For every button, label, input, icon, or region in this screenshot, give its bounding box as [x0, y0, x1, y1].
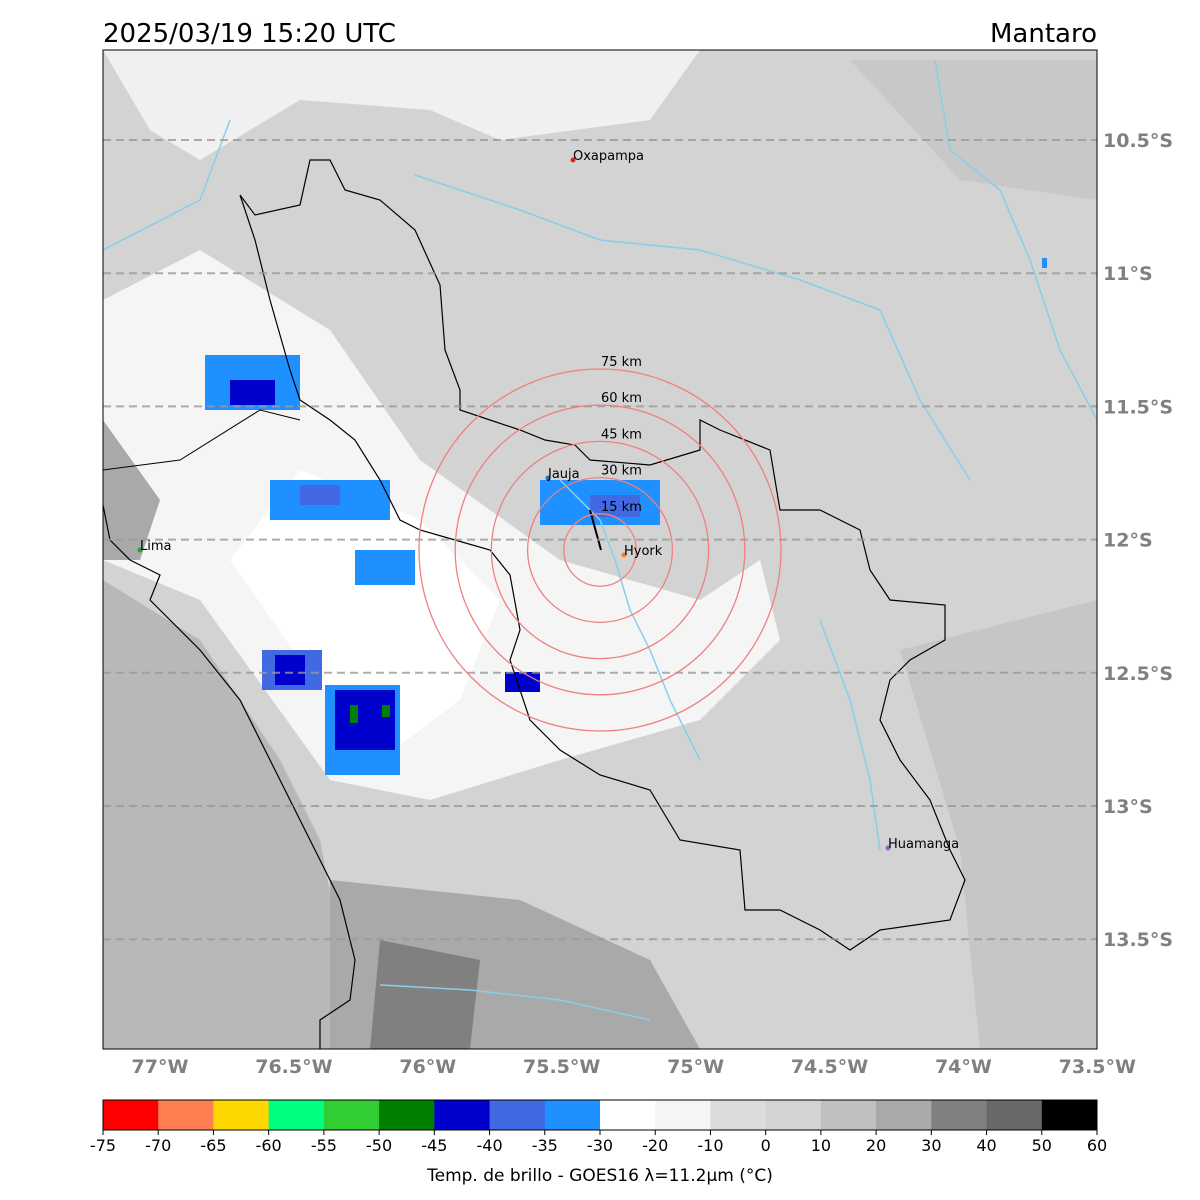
colorbar-tick-label: -50 — [366, 1136, 392, 1155]
colorbar-tick-label: -35 — [532, 1136, 558, 1155]
colorbar-segment — [103, 1100, 159, 1130]
colorbar-tick-label: -75 — [90, 1136, 116, 1155]
colorbar-segment — [876, 1100, 932, 1130]
coastline — [103, 504, 356, 1049]
colorbar-tick-label: 10 — [811, 1136, 831, 1155]
colorbar-segment — [600, 1100, 656, 1130]
colorbar-tick-label: 50 — [1032, 1136, 1052, 1155]
colorbar-segment — [379, 1100, 435, 1130]
lat-label: 12°S — [1103, 530, 1153, 552]
boundary — [103, 409, 301, 471]
radar-beam — [589, 509, 602, 551]
colorbar-tick-label: -20 — [642, 1136, 668, 1155]
colorbar-tick-label: 30 — [921, 1136, 941, 1155]
colorbar-tick-label: -30 — [587, 1136, 613, 1155]
range-ring-label: 60 km — [601, 391, 642, 406]
colorbar-tick-label: -65 — [200, 1136, 226, 1155]
colorbar-segment — [655, 1100, 711, 1130]
lat-label: 10.5°S — [1103, 130, 1173, 152]
colorbar-tick-label: -55 — [311, 1136, 337, 1155]
colorbar-segment — [213, 1100, 270, 1130]
place-marker — [570, 157, 576, 163]
range-ring — [454, 404, 746, 696]
colorbar-tick-label: -40 — [476, 1136, 502, 1155]
colorbar-segment — [820, 1100, 877, 1130]
place-marker — [545, 475, 551, 481]
range-ring — [526, 476, 674, 624]
colorbar-segment — [1041, 1100, 1098, 1130]
lon-label: 77°W — [132, 1056, 189, 1078]
range-ring — [418, 368, 782, 732]
lon-label: 75°W — [667, 1056, 724, 1078]
lon-label: 76°W — [399, 1056, 456, 1078]
colorbar-label: Temp. de brillo - GOES16 λ=11.2μm (°C) — [426, 1166, 773, 1186]
colorbar-segment — [268, 1100, 325, 1130]
colorbar-segment — [544, 1100, 601, 1130]
lat-label: 11°S — [1103, 263, 1153, 285]
map-frame — [102, 49, 1098, 1050]
range-ring — [563, 513, 637, 587]
colorbar-tick-label: -10 — [697, 1136, 723, 1155]
colorbar-segment — [931, 1100, 988, 1130]
range-ring-label: 15 km — [601, 500, 642, 515]
lat-label: 13°S — [1103, 796, 1153, 818]
range-ring-label: 75 km — [601, 355, 642, 370]
lat-label: 11.5°S — [1103, 396, 1173, 418]
colorbar-tick-label: -70 — [145, 1136, 171, 1155]
lon-label: 74°W — [935, 1056, 992, 1078]
place-label: Lima — [140, 539, 171, 554]
colorbar-tick-label: -45 — [421, 1136, 447, 1155]
colorbar-segment — [489, 1100, 546, 1130]
place-marker — [137, 547, 143, 553]
lon-label: 73.5°W — [1059, 1056, 1136, 1078]
colorbar-segment — [765, 1100, 822, 1130]
place-label: Jauja — [547, 467, 580, 482]
colorbar-segment — [323, 1100, 380, 1130]
colorbar-segment — [986, 1100, 1043, 1130]
place-label: Oxapampa — [573, 149, 644, 164]
place-marker — [621, 552, 627, 558]
satellite-image — [103, 50, 1097, 1049]
colorbar-segment — [158, 1100, 214, 1130]
colorbar-segment — [434, 1100, 491, 1130]
colorbar-segment — [710, 1100, 767, 1130]
place-label: Huamanga — [888, 837, 959, 852]
lon-label: 75.5°W — [523, 1056, 600, 1078]
place-marker — [885, 845, 891, 851]
rivers — [103, 59, 1097, 1021]
lon-label: 74.5°W — [791, 1056, 868, 1078]
colorbar-tick-label: 20 — [866, 1136, 886, 1155]
range-ring-label: 30 km — [601, 464, 642, 479]
title-left: 2025/03/19 15:20 UTC — [103, 19, 396, 49]
range-ring-label: 45 km — [601, 427, 642, 442]
place-label: Hyork — [624, 544, 663, 559]
cold-cloud-tops — [205, 258, 1047, 775]
colorbar-tick-label: 40 — [976, 1136, 996, 1155]
basin-outline — [239, 159, 966, 951]
title-right: Mantaro — [990, 19, 1097, 49]
colorbar-tick-label: -60 — [256, 1136, 282, 1155]
lat-label: 12.5°S — [1103, 663, 1173, 685]
lat-label: 13.5°S — [1103, 929, 1173, 951]
range-ring — [490, 440, 710, 660]
lon-label: 76.5°W — [255, 1056, 332, 1078]
colorbar-tick-label: 0 — [761, 1136, 771, 1155]
colorbar-tick-label: 60 — [1087, 1136, 1107, 1155]
